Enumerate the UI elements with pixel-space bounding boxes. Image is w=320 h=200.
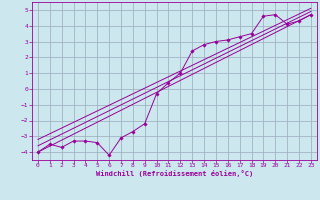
X-axis label: Windchill (Refroidissement éolien,°C): Windchill (Refroidissement éolien,°C) <box>96 170 253 177</box>
